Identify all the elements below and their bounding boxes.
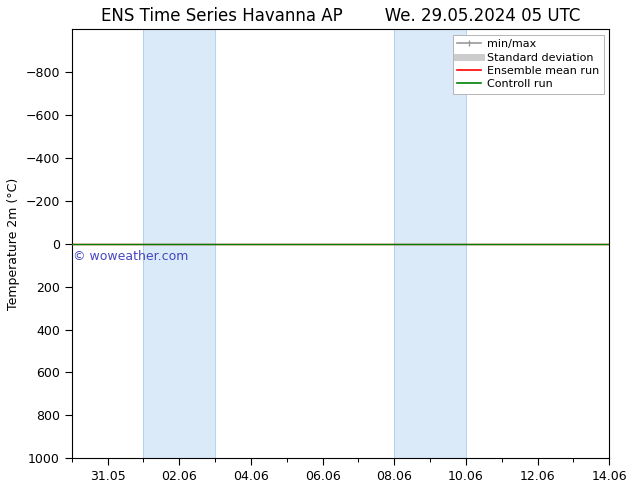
Title: ENS Time Series Havanna AP        We. 29.05.2024 05 UTC: ENS Time Series Havanna AP We. 29.05.202… xyxy=(101,7,580,25)
Bar xyxy=(394,29,466,458)
Bar xyxy=(143,29,215,458)
Legend: min/max, Standard deviation, Ensemble mean run, Controll run: min/max, Standard deviation, Ensemble me… xyxy=(453,35,604,94)
Y-axis label: Temperature 2m (°C): Temperature 2m (°C) xyxy=(7,178,20,310)
Text: © woweather.com: © woweather.com xyxy=(72,250,188,263)
